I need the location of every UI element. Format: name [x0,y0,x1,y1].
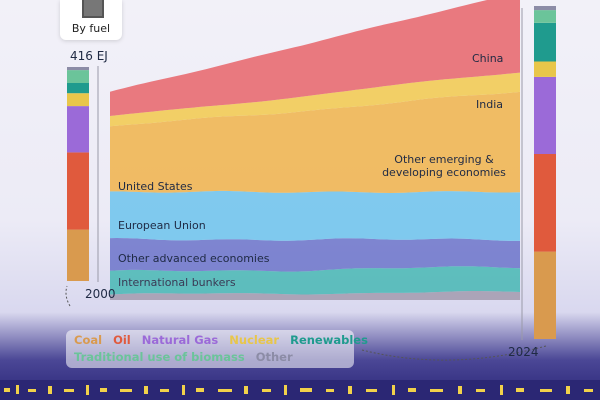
label-india: India [476,98,503,111]
stream-other-advanced-economies [110,266,520,295]
fuel-icon [82,0,104,18]
label-china: China [472,52,504,65]
region-streams [97,0,523,340]
legend-traditional-biomass: Traditional use of biomass [74,350,245,364]
year-2000-label: 2000 [85,287,116,301]
by-fuel-button[interactable]: By fuel [60,0,122,40]
bar-2024-oil [534,154,556,252]
arrow-2024 [361,345,547,361]
stream-india [110,72,520,127]
arrow-2000 [65,285,71,307]
stream-international-bunkers [110,291,520,300]
by-fuel-label: By fuel [71,22,111,35]
bar-2024-coal [534,251,556,339]
stream-united-states [110,190,520,241]
legend-natural-gas: Natural Gas [141,333,219,347]
bar-2024-nuclear [534,61,556,77]
bar-2024-traditional-use-of-biomass [534,10,556,23]
bar-2024-natural-gas [534,76,556,154]
legend-coal: Coal [74,333,103,347]
fuel-bars [67,6,556,339]
bar-2000-traditional-use-of-biomass [67,70,89,83]
fuel-legend: Coal Oil Natural Gas Nuclear Renewables … [66,330,368,368]
bar-2000-oil [67,152,89,230]
bar-2000-other [67,67,89,71]
bar-2000-renewables [67,82,89,94]
legend-other: Other [255,350,293,364]
label-international-bunkers: International bunkers [118,276,236,289]
bar-2000-coal [67,229,89,281]
label-other-advanced: Other advanced economies [118,252,270,265]
stream-other-emerging-developing-economies [110,91,520,193]
bottom-decoration [0,380,600,400]
bar-2024-renewables [534,23,556,62]
label-other-emerging: Other emerging & developing economies [382,153,506,179]
stream-china [110,0,520,116]
legend-nuclear: Nuclear [229,333,280,347]
label-european-union: European Union [118,219,206,232]
total-label: 416 EJ [70,49,108,63]
legend-renewables: Renewables [290,333,368,347]
legend-oil: Oil [113,333,131,347]
label-united-states: United States [118,180,193,193]
bar-2000-natural-gas [67,106,89,153]
year-2024-label: 2024 [508,345,539,359]
bar-2000-nuclear [67,93,89,107]
bar-2024-other [534,6,556,11]
stream-european-union [110,238,520,272]
